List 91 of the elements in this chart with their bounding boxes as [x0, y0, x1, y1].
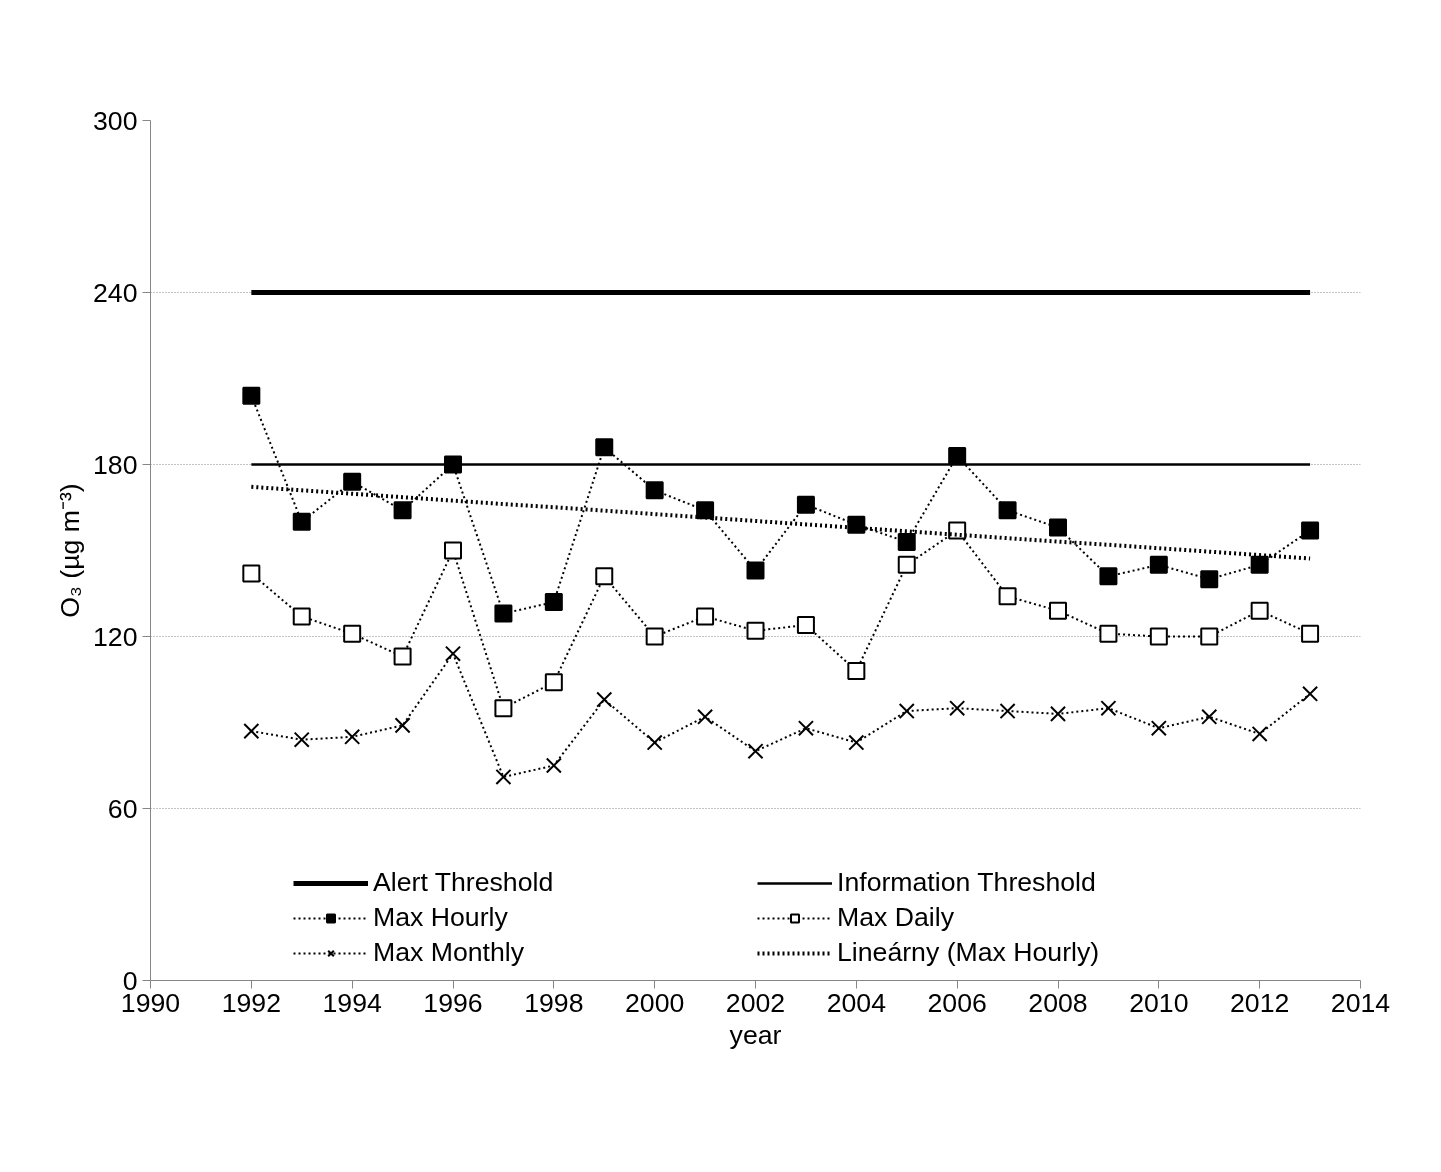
point	[645, 627, 664, 646]
x-tick-label: 2004	[826, 987, 887, 1018]
point	[444, 541, 462, 560]
x-tick-label: 2000	[625, 987, 685, 1018]
point	[292, 607, 311, 626]
point	[595, 438, 614, 457]
point	[1200, 627, 1219, 646]
point	[746, 561, 765, 580]
y-tick-label: 120	[93, 621, 138, 652]
point	[544, 593, 563, 612]
legend-label: Max Monthly	[373, 937, 526, 968]
point	[1301, 624, 1320, 643]
legend-label: Max Daily	[837, 902, 955, 933]
point	[544, 673, 563, 692]
point	[1049, 518, 1067, 537]
point	[394, 717, 411, 734]
x-tick-label: 2010	[1129, 987, 1189, 1018]
point	[292, 512, 311, 531]
point	[848, 734, 865, 751]
point	[847, 515, 866, 534]
point	[545, 757, 562, 774]
point	[595, 567, 614, 586]
point	[1250, 601, 1269, 620]
point	[1099, 567, 1118, 586]
y-tick-label: 300	[93, 105, 138, 136]
point	[343, 472, 362, 491]
x-tick-label: 2012	[1230, 987, 1290, 1018]
y-tick-label: 180	[93, 449, 138, 480]
point	[1149, 555, 1168, 574]
point	[494, 604, 513, 623]
point	[847, 661, 866, 680]
point	[796, 495, 815, 514]
point	[1150, 720, 1167, 737]
x-tick-label: 1994	[322, 987, 382, 1018]
legend-label: Lineárny (Max Hourly)	[837, 937, 1101, 968]
x-tick-label: 2014	[1330, 987, 1391, 1018]
x-tick-label: 1992	[221, 987, 281, 1018]
point	[948, 521, 967, 540]
point	[696, 501, 715, 520]
legend-label: Alert Threshold	[373, 867, 555, 898]
point	[242, 564, 261, 583]
legend-label: Max Hourly	[373, 902, 509, 933]
point	[948, 446, 967, 465]
point	[898, 702, 915, 720]
point	[999, 702, 1016, 720]
point	[393, 647, 412, 666]
point	[1049, 705, 1067, 722]
point	[495, 768, 512, 786]
point	[444, 645, 462, 662]
point	[1201, 708, 1218, 725]
point	[897, 532, 916, 551]
x-tick-label: 2008	[1028, 987, 1088, 1018]
y-tick-label: 60	[107, 793, 138, 824]
point	[1149, 627, 1168, 646]
point	[343, 624, 362, 643]
point	[243, 723, 260, 740]
x-tick-label: 1996	[423, 987, 483, 1018]
point	[696, 607, 715, 626]
point	[897, 555, 916, 574]
point	[797, 720, 814, 737]
point	[393, 501, 412, 520]
point	[646, 734, 663, 751]
x-tick-label: 2002	[725, 987, 786, 1018]
point	[1251, 725, 1268, 743]
point	[949, 700, 966, 717]
point	[242, 386, 261, 405]
point	[293, 731, 310, 748]
point	[697, 708, 714, 725]
x-tick-label: 2006	[927, 987, 987, 1018]
point	[1200, 570, 1219, 589]
point	[444, 455, 462, 474]
y-tick-label: 240	[93, 277, 138, 308]
point	[1301, 521, 1320, 540]
x-axis-title: year	[729, 1019, 782, 1050]
point	[746, 621, 765, 640]
point	[1250, 555, 1269, 574]
point	[1302, 685, 1319, 702]
point	[645, 481, 664, 500]
point	[1099, 624, 1118, 643]
y-axis-title: O₃ (µg m⁻³)	[55, 483, 86, 618]
legend-label: Information Threshold	[837, 867, 1097, 898]
point	[1049, 601, 1067, 620]
point	[596, 691, 613, 708]
point	[998, 501, 1017, 520]
point	[998, 587, 1017, 606]
point	[1100, 700, 1117, 717]
point	[747, 743, 764, 760]
point	[344, 728, 361, 745]
x-tick-label: 1998	[524, 987, 584, 1018]
point	[796, 616, 815, 635]
point	[494, 699, 513, 718]
